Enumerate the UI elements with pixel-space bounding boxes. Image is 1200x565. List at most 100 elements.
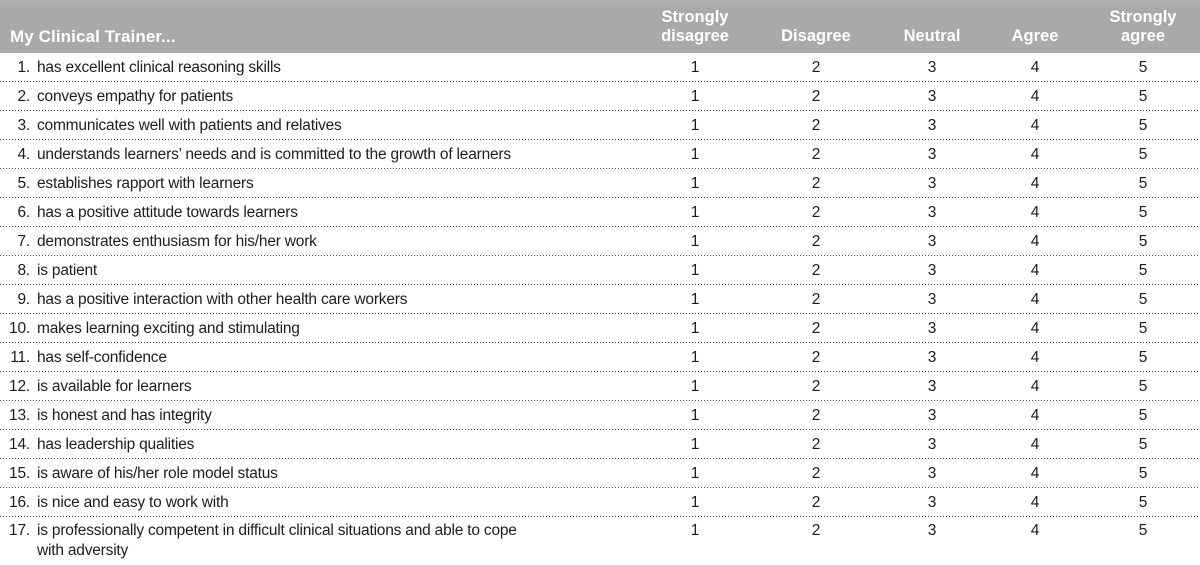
item-number: 16. xyxy=(0,488,30,517)
column-header-strongly-agree: Strongly agree xyxy=(1086,0,1200,53)
table-row-2: 2. conveys empathy for patients 1 2 3 4 … xyxy=(0,82,1200,111)
column-header-disagree: Disagree xyxy=(752,0,880,53)
rating-value-3: 3 xyxy=(880,198,984,227)
item-number: 1. xyxy=(0,53,30,82)
item-label: has a positive attitude towards learners xyxy=(30,198,638,227)
rating-value-4: 4 xyxy=(984,82,1086,111)
rating-value-1: 1 xyxy=(638,111,752,140)
rating-value-4: 4 xyxy=(984,314,1086,343)
rating-value-5: 5 xyxy=(1086,430,1200,459)
rating-value-2: 2 xyxy=(752,256,880,285)
item-label: conveys empathy for patients xyxy=(30,82,638,111)
item-number: 4. xyxy=(0,140,30,169)
table-row-10: 10. makes learning exciting and stimulat… xyxy=(0,314,1200,343)
item-number: 17. xyxy=(9,522,30,539)
rating-value-1: 1 xyxy=(638,314,752,343)
table-row-15: 15. is aware of his/her role model statu… xyxy=(0,459,1200,488)
rating-value-1: 1 xyxy=(638,372,752,401)
item-number: 6. xyxy=(0,198,30,227)
rating-value-5: 5 xyxy=(1086,53,1200,82)
rating-value-5: 5 xyxy=(1086,343,1200,372)
rating-value-3: 3 xyxy=(880,256,984,285)
rating-value-2: 2 xyxy=(752,314,880,343)
rating-value-1: 1 xyxy=(638,140,752,169)
item-number: 11. xyxy=(0,343,30,372)
item-label: is aware of his/her role model status xyxy=(30,459,638,488)
rating-value-4: 4 xyxy=(984,459,1086,488)
rating-value-1: 1 xyxy=(638,53,752,82)
item-number: 10. xyxy=(0,314,30,343)
rating-value-5: 5 xyxy=(1086,459,1200,488)
item-number: 15. xyxy=(0,459,30,488)
rating-value-1: 1 xyxy=(638,82,752,111)
rating-value-2: 2 xyxy=(752,227,880,256)
column-header-neutral: Neutral xyxy=(880,0,984,53)
table-row-14: 14. has leadership qualities 1 2 3 4 5 xyxy=(0,430,1200,459)
rating-value-1: 1 xyxy=(638,401,752,430)
rating-value-2: 2 xyxy=(752,488,880,517)
rating-value-3: 3 xyxy=(880,227,984,256)
rating-value-2: 2 xyxy=(752,53,880,82)
table-row-11: 11. has self-confidence 1 2 3 4 5 xyxy=(0,343,1200,372)
rating-value-4: 4 xyxy=(984,430,1086,459)
rating-value-4: 4 xyxy=(984,227,1086,256)
rating-value-2: 2 xyxy=(752,140,880,169)
rating-value-5: 5 xyxy=(1086,314,1200,343)
rating-value-1: 1 xyxy=(638,488,752,517)
item-label: is nice and easy to work with xyxy=(30,488,638,517)
table-row-7: 7. demonstrates enthusiasm for his/her w… xyxy=(0,227,1200,256)
item-label: is available for learners xyxy=(30,372,638,401)
rating-value-5: 5 xyxy=(1086,372,1200,401)
rating-value-4: 4 xyxy=(984,169,1086,198)
rating-value-5: 5 xyxy=(1086,198,1200,227)
rating-value-2: 2 xyxy=(752,82,880,111)
table-row-12: 12. is available for learners 1 2 3 4 5 xyxy=(0,372,1200,401)
rating-value-1: 1 xyxy=(638,430,752,459)
rating-value-5: 5 xyxy=(1086,285,1200,314)
table-row-17: 17. is professionally competent in diffi… xyxy=(0,517,1200,563)
rating-value-4: 4 xyxy=(984,256,1086,285)
rating-value-1: 1 xyxy=(638,198,752,227)
header-row: My Clinical Trainer... Strongly disagree… xyxy=(0,0,1200,53)
rating-value-3: 3 xyxy=(880,343,984,372)
rating-value-2: 2 xyxy=(752,430,880,459)
table-row-9: 9. has a positive interaction with other… xyxy=(0,285,1200,314)
rating-value-4: 4 xyxy=(984,140,1086,169)
rating-value-3: 3 xyxy=(880,111,984,140)
table-title: My Clinical Trainer... xyxy=(0,0,638,53)
rating-value-5: 5 xyxy=(1086,82,1200,111)
rating-value-3: 3 xyxy=(880,488,984,517)
rating-value-2: 2 xyxy=(752,343,880,372)
table-row-6: 6. has a positive attitude towards learn… xyxy=(0,198,1200,227)
rating-value-4: 4 xyxy=(984,111,1086,140)
rating-value-1: 1 xyxy=(638,169,752,198)
table-row-13: 13. is honest and has integrity 1 2 3 4 … xyxy=(0,401,1200,430)
rating-value-4: 4 xyxy=(984,198,1086,227)
item-number: 14. xyxy=(0,430,30,459)
rating-value-3: 3 xyxy=(880,372,984,401)
item-label: makes learning exciting and stimulating xyxy=(30,314,638,343)
rating-value-4: 4 xyxy=(984,372,1086,401)
rating-value-5: 5 xyxy=(1086,227,1200,256)
rating-value-5: 5 xyxy=(1086,169,1200,198)
rating-value-1: 1 xyxy=(638,459,752,488)
item-label: establishes rapport with learners xyxy=(30,169,638,198)
rating-value-4: 4 xyxy=(984,488,1086,517)
rating-value-3: 3 xyxy=(880,401,984,430)
table-row-4: 4. understands learners’ needs and is co… xyxy=(0,140,1200,169)
item-label: understands learners’ needs and is commi… xyxy=(30,140,638,169)
rating-value-3: 3 xyxy=(880,82,984,111)
table-body: 1. has excellent clinical reasoning skil… xyxy=(0,53,1200,563)
item-label: has a positive interaction with other he… xyxy=(30,285,638,314)
item-label: is honest and has integrity xyxy=(30,401,638,430)
table-row-8: 8. is patient 1 2 3 4 5 xyxy=(0,256,1200,285)
item-number: 9. xyxy=(0,285,30,314)
rating-value-3: 3 xyxy=(880,430,984,459)
rating-value-1: 1 xyxy=(690,522,700,539)
rating-value-2: 2 xyxy=(811,522,821,539)
rating-value-4: 4 xyxy=(984,343,1086,372)
item-label: has excellent clinical reasoning skills xyxy=(30,53,638,82)
rating-value-2: 2 xyxy=(752,198,880,227)
rating-value-5: 5 xyxy=(1086,256,1200,285)
